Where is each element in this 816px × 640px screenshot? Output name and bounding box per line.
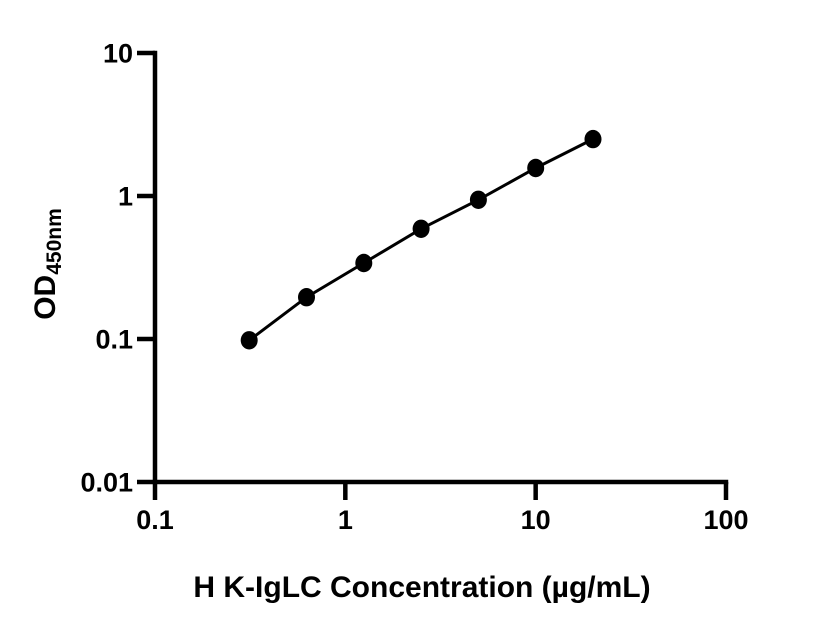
x-tick-label: 1	[338, 505, 353, 535]
y-tick-label: 1	[118, 182, 133, 212]
data-point	[584, 129, 602, 149]
y-tick-label: 0.01	[80, 468, 133, 498]
x-tick-label: 100	[703, 505, 748, 535]
data-point	[469, 190, 487, 209]
data-point	[355, 253, 373, 273]
data-point	[240, 331, 258, 350]
data-point	[527, 158, 545, 178]
data-point	[298, 288, 315, 307]
x-tick-label: 0.1	[136, 505, 174, 535]
data-point	[412, 219, 430, 238]
y-axis-title-main: OD	[29, 274, 62, 320]
y-tick-label: 0.1	[95, 325, 133, 355]
y-axis-title: OD450nm	[27, 204, 66, 324]
y-axis-title-subscript: 450nm	[43, 208, 66, 275]
y-tick-label: 10	[103, 39, 133, 69]
x-axis-title-text: H K-IgLC Concentration (µg/mL)	[193, 571, 651, 604]
x-axis-title: H K-IgLC Concentration (µg/mL)	[177, 571, 667, 605]
x-tick-label: 10	[521, 505, 551, 535]
